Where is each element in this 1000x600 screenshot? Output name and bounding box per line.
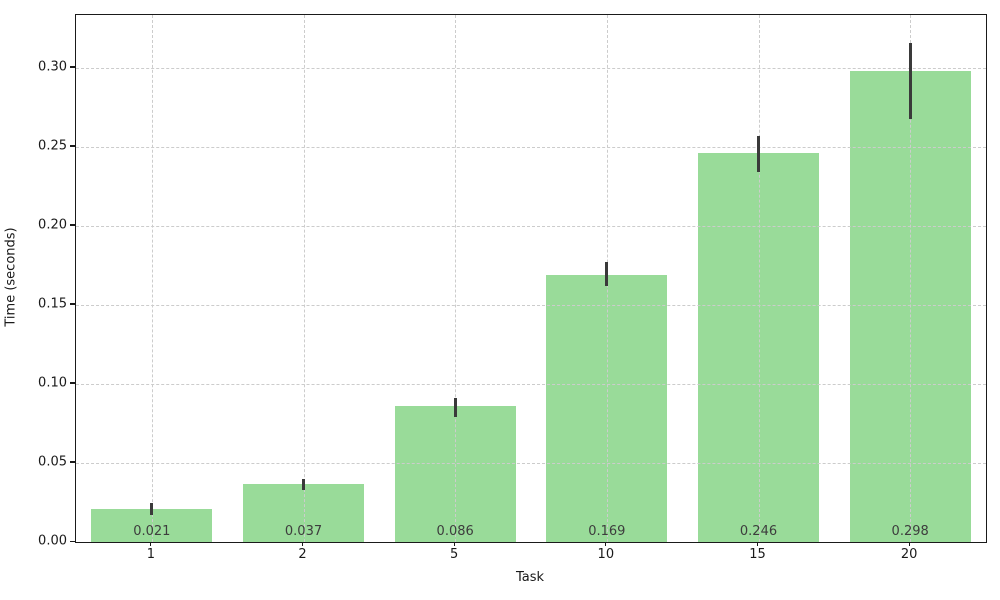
bar-value-label: 0.298 — [891, 524, 929, 539]
error-bar-task-1 — [150, 502, 154, 516]
y-tick-label: 0.30 — [38, 59, 67, 75]
y-tick-mark — [70, 224, 75, 226]
bar-task-10 — [546, 274, 668, 542]
y-tick-mark — [70, 540, 75, 542]
x-tick-label: 20 — [900, 547, 918, 562]
y-tick-label: 0.25 — [38, 138, 67, 154]
error-bar-task-15 — [757, 135, 760, 173]
plot-area: 0.021 0.037 0.086 0.169 0.246 0.298 — [75, 14, 987, 543]
x-axis-title: Task — [515, 570, 545, 585]
error-bar-task-10 — [605, 262, 609, 287]
y-tick-label: 0.20 — [38, 217, 67, 233]
y-tick-label: 0.10 — [38, 375, 67, 391]
h-gridline — [76, 225, 986, 227]
y-tick-mark — [70, 145, 75, 147]
x-tick-mark — [756, 541, 759, 546]
bar-task-2 — [242, 483, 365, 542]
bar-value-label: 0.037 — [284, 524, 323, 539]
y-tick-label: 0.05 — [38, 454, 67, 470]
h-gridline — [76, 462, 986, 464]
bar-value-label: 0.021 — [133, 524, 171, 539]
v-gridline — [151, 15, 153, 542]
y-tick-label: 0.15 — [38, 296, 67, 312]
x-tick-label: 1 — [146, 547, 155, 562]
h-gridline — [76, 304, 986, 306]
v-gridline — [910, 15, 912, 542]
h-gridline — [76, 67, 986, 69]
bar-value-label: 0.169 — [588, 524, 626, 539]
h-gridline — [76, 146, 986, 148]
bar-value-label: 0.086 — [436, 524, 474, 539]
x-tick-mark — [908, 541, 910, 546]
error-bar-task-2 — [302, 478, 305, 490]
x-tick-mark — [453, 541, 455, 546]
y-tick-mark — [70, 66, 75, 68]
v-gridline — [455, 15, 457, 542]
bar-task-15 — [697, 153, 820, 542]
x-tick-mark — [605, 541, 607, 546]
x-tick-mark — [150, 541, 152, 546]
x-tick-label: 15 — [749, 547, 766, 562]
x-tick-label: 5 — [450, 547, 459, 562]
h-gridline — [76, 383, 986, 385]
x-tick-mark — [301, 541, 304, 546]
y-tick-mark — [70, 303, 75, 305]
error-bar-task-5 — [453, 398, 457, 418]
v-gridline — [303, 15, 305, 542]
bar-value-label: 0.246 — [739, 524, 778, 539]
error-bar-task-20 — [908, 42, 912, 119]
x-tick-label: 2 — [298, 547, 307, 562]
y-tick-mark — [70, 382, 75, 384]
y-axis-title: Time (seconds) — [3, 227, 19, 327]
y-tick-label: 0.00 — [38, 533, 67, 549]
x-tick-label: 10 — [597, 547, 615, 562]
v-gridline — [758, 15, 760, 542]
y-tick-mark — [70, 461, 75, 463]
